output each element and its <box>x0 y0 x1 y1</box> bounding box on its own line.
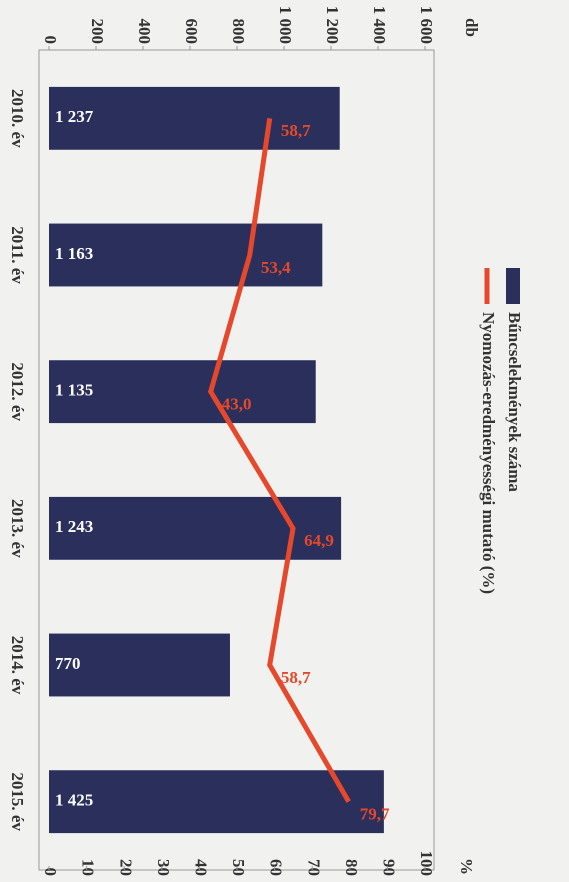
bar <box>49 360 316 424</box>
y2-tick-label: 30 <box>154 859 173 876</box>
line-value-label: 43,0 <box>222 395 252 414</box>
y-tick-label: 1 200 <box>323 6 342 44</box>
bar <box>49 770 384 834</box>
y-tick-label: 800 <box>229 19 248 45</box>
y2-tick-label: 0 <box>41 868 60 877</box>
y2-tick-label: 40 <box>191 859 210 876</box>
x-tick-label: 2015. év <box>8 772 27 831</box>
legend-label: Bűncselekmények száma <box>505 312 524 492</box>
line-value-label: 53,4 <box>261 258 291 277</box>
bar <box>49 633 230 697</box>
x-tick-label: 2014. év <box>8 636 27 695</box>
y2-tick-label: 100 <box>417 851 436 877</box>
bar-value-label: 1 237 <box>55 107 94 126</box>
bar-value-label: 1 243 <box>55 517 93 536</box>
y2-tick-label: 90 <box>379 859 398 876</box>
y-axis-label: db <box>462 18 481 37</box>
y-tick-label: 400 <box>135 19 154 45</box>
bar <box>48 496 342 560</box>
x-tick-label: 2012. év <box>8 362 27 421</box>
bar-value-label: 1 425 <box>55 791 93 810</box>
legend-swatch <box>506 268 520 304</box>
x-tick-label: 2013. év <box>8 499 27 558</box>
y2-tick-label: 50 <box>229 859 248 876</box>
line-value-label: 64,9 <box>304 531 334 550</box>
bar-value-label: 1 163 <box>55 244 93 263</box>
y-tick-label: 200 <box>88 19 107 45</box>
y2-tick-label: 60 <box>267 859 286 876</box>
y2-tick-label: 10 <box>79 859 98 876</box>
y2-axis-label: % <box>457 858 476 875</box>
y-tick-label: 1 000 <box>276 6 295 44</box>
y2-tick-label: 20 <box>116 859 135 876</box>
y-tick-label: 1 600 <box>417 6 436 44</box>
y-tick-label: 0 <box>41 36 60 45</box>
y2-tick-label: 70 <box>304 859 323 876</box>
y2-tick-label: 80 <box>342 859 361 876</box>
line <box>207 117 351 803</box>
legend-label: Nyomozás-eredményességi mutató (%) <box>479 312 498 594</box>
line-value-label: 79,7 <box>360 805 390 824</box>
line-value-label: 58,7 <box>281 668 311 687</box>
y-tick-label: 600 <box>182 19 201 45</box>
y-tick-label: 1 400 <box>370 6 389 44</box>
line-value-label: 58,7 <box>281 121 311 140</box>
x-tick-label: 2010. év <box>8 89 27 148</box>
x-tick-label: 2011. év <box>8 226 27 284</box>
bar-value-label: 1 135 <box>55 381 93 400</box>
bar-value-label: 770 <box>55 654 81 673</box>
